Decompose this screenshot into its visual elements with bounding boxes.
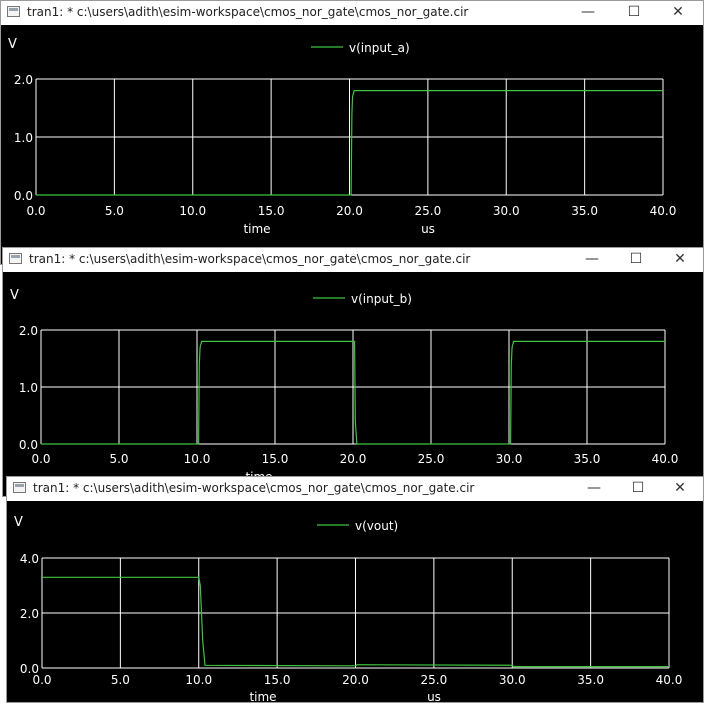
maximize-icon[interactable]: ☐ — [627, 4, 641, 20]
plot-area[interactable]: 0.0 5.0 10.0 15.0 20.0 25.0 30.0 35.0 40.0 0.0 2.0… — [7, 501, 703, 702]
app-window-icon — [9, 253, 22, 264]
plot-window-input-b: tran1: * c:\users\adith\esim-workspace\c… — [2, 247, 704, 497]
y-tick-label: 2.0 — [20, 607, 39, 621]
app-window-icon — [13, 482, 26, 493]
x-tick-label: 25.0 — [421, 673, 448, 687]
legend-entry: v(input_a) — [349, 41, 410, 55]
x-tick-label: 20.0 — [336, 204, 363, 218]
x-tick-label: 5.0 — [105, 204, 124, 218]
chart-input-b[interactable]: 0.0 5.0 10.0 15.0 20.0 25.0 30.0 35.0 40.0 0.0 1.0… — [3, 272, 703, 496]
x-tick-label: 35.0 — [574, 452, 601, 466]
x-tick-label: 25.0 — [418, 452, 445, 466]
title-bar[interactable]: tran1: * c:\users\adith\esim-workspace\c… — [3, 248, 703, 272]
x-tick-label: 0.0 — [32, 673, 51, 687]
x-tick-label: 25.0 — [415, 204, 442, 218]
x-axis-unit: us — [421, 222, 435, 236]
minimize-icon[interactable]: — — [581, 4, 595, 20]
y-tick-label: 2.0 — [14, 73, 33, 87]
series-line — [41, 340, 665, 445]
chart-input-a[interactable]: 0.0 5.0 10.0 15.0 20.0 25.0 30.0 35.0 40.0 0.0 1.0… — [1, 25, 703, 264]
x-tick-label: 0.0 — [31, 452, 50, 466]
window-title: tran1: * c:\users\adith\esim-workspace\c… — [29, 252, 471, 266]
minimize-icon[interactable]: — — [587, 480, 601, 496]
plot-window-vout: tran1: * c:\users\adith\esim-workspace\c… — [6, 476, 704, 703]
x-tick-label: 5.0 — [109, 452, 128, 466]
x-tick-label: 40.0 — [652, 452, 679, 466]
series-line — [36, 89, 663, 196]
maximize-icon[interactable]: ☐ — [631, 480, 645, 496]
legend-entry: v(vout) — [355, 519, 398, 533]
series-line — [42, 576, 669, 668]
minimize-icon[interactable]: — — [585, 251, 599, 267]
x-tick-label: 10.0 — [179, 204, 206, 218]
y-axis-label: V — [8, 37, 17, 52]
y-axis-label: V — [10, 288, 19, 303]
x-tick-label: 30.0 — [499, 673, 526, 687]
x-tick-label: 40.0 — [656, 673, 683, 687]
x-tick-label: 20.0 — [340, 452, 367, 466]
maximize-icon[interactable]: ☐ — [629, 251, 643, 267]
x-axis-label: time — [243, 222, 270, 236]
y-tick-label: 0.0 — [20, 662, 39, 676]
chart-vout[interactable]: 0.0 5.0 10.0 15.0 20.0 25.0 30.0 35.0 40.0 0.0 2.0… — [7, 501, 703, 703]
y-tick-label: 1.0 — [19, 381, 38, 395]
y-tick-label: 0.0 — [19, 438, 38, 452]
y-axis-label: V — [14, 515, 23, 530]
y-tick-label: 0.0 — [14, 189, 33, 203]
x-tick-label: 15.0 — [264, 673, 291, 687]
window-title: tran1: * c:\users\adith\esim-workspace\c… — [33, 481, 475, 495]
close-icon[interactable]: ✕ — [672, 4, 684, 20]
x-axis-label: time — [249, 690, 276, 703]
window-title: tran1: * c:\users\adith\esim-workspace\c… — [27, 5, 469, 19]
y-tick-label: 1.0 — [14, 131, 33, 145]
x-tick-label: 20.0 — [342, 673, 369, 687]
close-icon[interactable]: ✕ — [674, 251, 686, 267]
close-icon[interactable]: ✕ — [674, 480, 686, 496]
x-tick-label: 30.0 — [493, 204, 520, 218]
title-bar[interactable]: tran1: * c:\users\adith\esim-workspace\c… — [7, 477, 703, 501]
plot-area[interactable]: 0.0 5.0 10.0 15.0 20.0 25.0 30.0 35.0 40.0 0.0 1.0… — [1, 25, 703, 264]
x-tick-label: 40.0 — [650, 204, 677, 218]
x-axis-unit: us — [427, 690, 441, 703]
title-bar[interactable]: tran1: * c:\users\adith\esim-workspace\c… — [1, 1, 703, 25]
x-tick-label: 30.0 — [496, 452, 523, 466]
legend-entry: v(input_b) — [351, 292, 412, 306]
plot-area[interactable]: 0.0 5.0 10.0 15.0 20.0 25.0 30.0 35.0 40.0 0.0 1.0… — [3, 272, 703, 496]
plot-window-input-a: tran1: * c:\users\adith\esim-workspace\c… — [0, 0, 704, 265]
x-tick-label: 10.0 — [184, 452, 211, 466]
y-tick-label: 4.0 — [20, 552, 39, 566]
x-tick-label: 5.0 — [111, 673, 130, 687]
x-tick-label: 15.0 — [258, 204, 285, 218]
x-tick-label: 35.0 — [577, 673, 604, 687]
x-tick-label: 15.0 — [262, 452, 289, 466]
app-window-icon — [7, 6, 20, 17]
x-tick-label: 10.0 — [185, 673, 212, 687]
x-tick-label: 0.0 — [26, 204, 45, 218]
y-tick-label: 2.0 — [19, 324, 38, 338]
x-tick-label: 35.0 — [571, 204, 598, 218]
